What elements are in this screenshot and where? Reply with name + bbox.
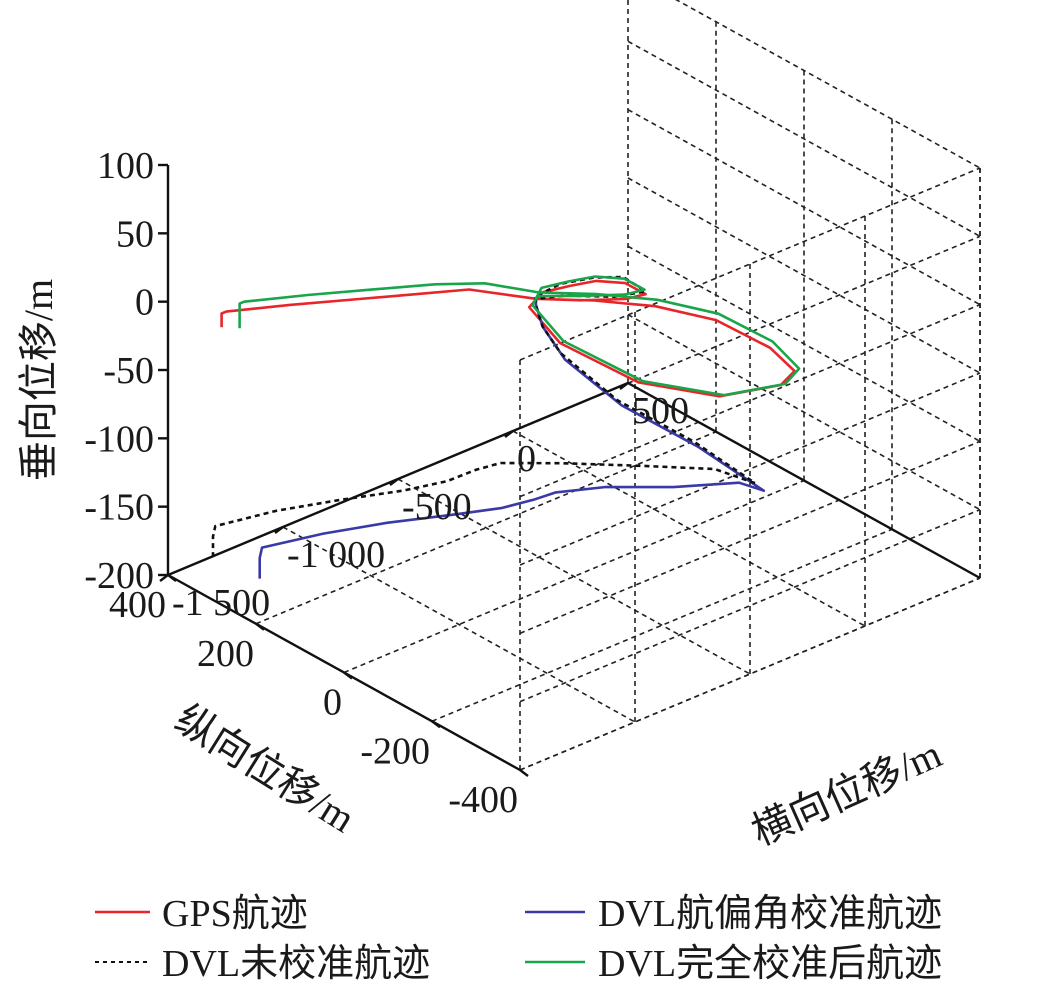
legend-label-gps: GPS航迹: [162, 893, 308, 935]
floor-right-edge: [627, 381, 981, 580]
x-tick-mark: [389, 478, 399, 486]
x-tick-mark: [619, 382, 629, 390]
y-tick-mark: [167, 574, 177, 582]
x-tick-label: -1 500: [172, 582, 270, 624]
wall-x-grid-z--100: [627, 245, 981, 443]
x-tick-mark: [504, 430, 514, 438]
series-path-3: [238, 275, 801, 397]
grid-layer: [167, 0, 981, 771]
wall-y-grid-z--150: [519, 508, 981, 703]
x-tick-label: 500: [632, 390, 689, 432]
legend-label-dvl-heading: DVL航偏角校准航迹: [598, 893, 942, 935]
wall-x-grid-z-0: [627, 108, 981, 306]
z-tick-label: 50: [116, 213, 154, 255]
y-tick-mark: [431, 720, 441, 729]
legend-label-dvl-uncalibrated: DVL未校准航迹: [162, 943, 430, 985]
z-axis-title: 垂向位移/m: [16, 279, 61, 481]
wall-y-grid-z-0: [519, 303, 981, 498]
z-tick-label: -50: [103, 350, 154, 392]
legend-item-dvl-uncalibrated: DVL未校准航迹: [95, 943, 430, 985]
z-tick-label: -200: [84, 555, 154, 597]
floor-grid-y--200: [431, 528, 893, 722]
wall-x-grid-z-100: [675, 0, 981, 169]
wall-x-grid-z--150: [627, 313, 981, 511]
series-path-1: [258, 298, 766, 579]
legend-item-dvl-heading: DVL航偏角校准航迹: [525, 893, 942, 935]
wall-x-grid-z-50: [627, 40, 981, 238]
legend-item-dvl-full: DVL完全校准后航迹: [525, 943, 942, 985]
floor-grid-x--500: [397, 478, 751, 675]
floor-grid-y-0: [343, 479, 805, 674]
x-axis-title: 横向位移/m: [745, 731, 948, 854]
wall-y-grid-z--100: [519, 440, 981, 635]
floor-grid-x--1000: [282, 526, 636, 723]
floor-grid-y-200: [255, 431, 717, 625]
legend-label-dvl-full: DVL完全校准后航迹: [598, 943, 942, 985]
x-tick-label: -1 000: [287, 534, 385, 576]
y-tick-mark: [519, 769, 529, 777]
x-tick-label: 0: [517, 438, 536, 480]
y-tick-label: -200: [360, 730, 430, 772]
wall-y-grid-z--50: [519, 372, 981, 566]
y-tick-mark: [343, 671, 353, 680]
y-tick-mark: [255, 622, 265, 631]
y-tick-label: 200: [197, 633, 254, 675]
x-tick-label: -500: [402, 486, 472, 528]
legend-item-gps: GPS航迹: [95, 893, 308, 935]
z-tick-label: -150: [84, 487, 154, 529]
z-tick-label: 100: [97, 145, 154, 187]
wall-y-grid-z--200: [519, 577, 981, 771]
y-tick-label: 0: [323, 682, 342, 724]
z-tick-label: -100: [84, 418, 154, 460]
series-path-0: [220, 279, 796, 398]
wall-y-grid-z-100: [519, 167, 981, 361]
x-tick-mark: [159, 574, 169, 582]
y-tick-label: -400: [448, 779, 518, 821]
series-layer: [211, 275, 801, 579]
wall-x-grid-z--50: [627, 177, 981, 374]
y-tick-label: 400: [109, 584, 166, 626]
x-tick-mark: [274, 526, 284, 534]
legend: GPS航迹 DVL未校准航迹 DVL航偏角校准航迹 DVL完全校准后航迹: [95, 893, 942, 985]
z-tick-label: 0: [135, 282, 154, 324]
